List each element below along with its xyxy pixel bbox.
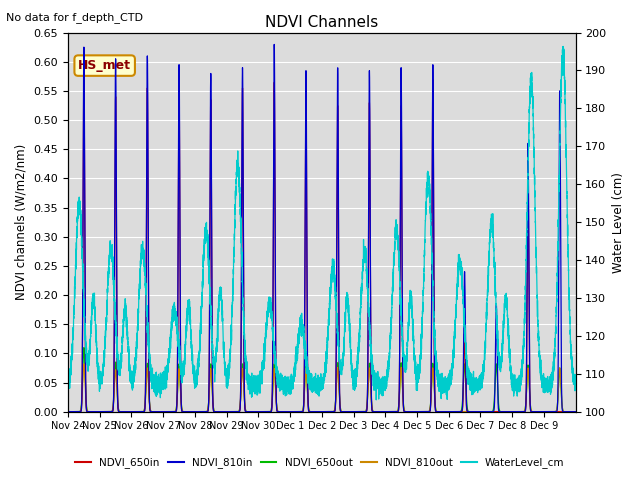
Y-axis label: NDVI channels (W/m2/nm): NDVI channels (W/m2/nm) [15,144,28,300]
Text: No data for f_depth_CTD: No data for f_depth_CTD [6,12,143,23]
Title: NDVI Channels: NDVI Channels [265,15,378,30]
Text: HS_met: HS_met [78,59,131,72]
Legend: NDVI_650in, NDVI_810in, NDVI_650out, NDVI_810out, WaterLevel_cm: NDVI_650in, NDVI_810in, NDVI_650out, NDV… [71,453,569,472]
Y-axis label: Water Level (cm): Water Level (cm) [612,172,625,273]
